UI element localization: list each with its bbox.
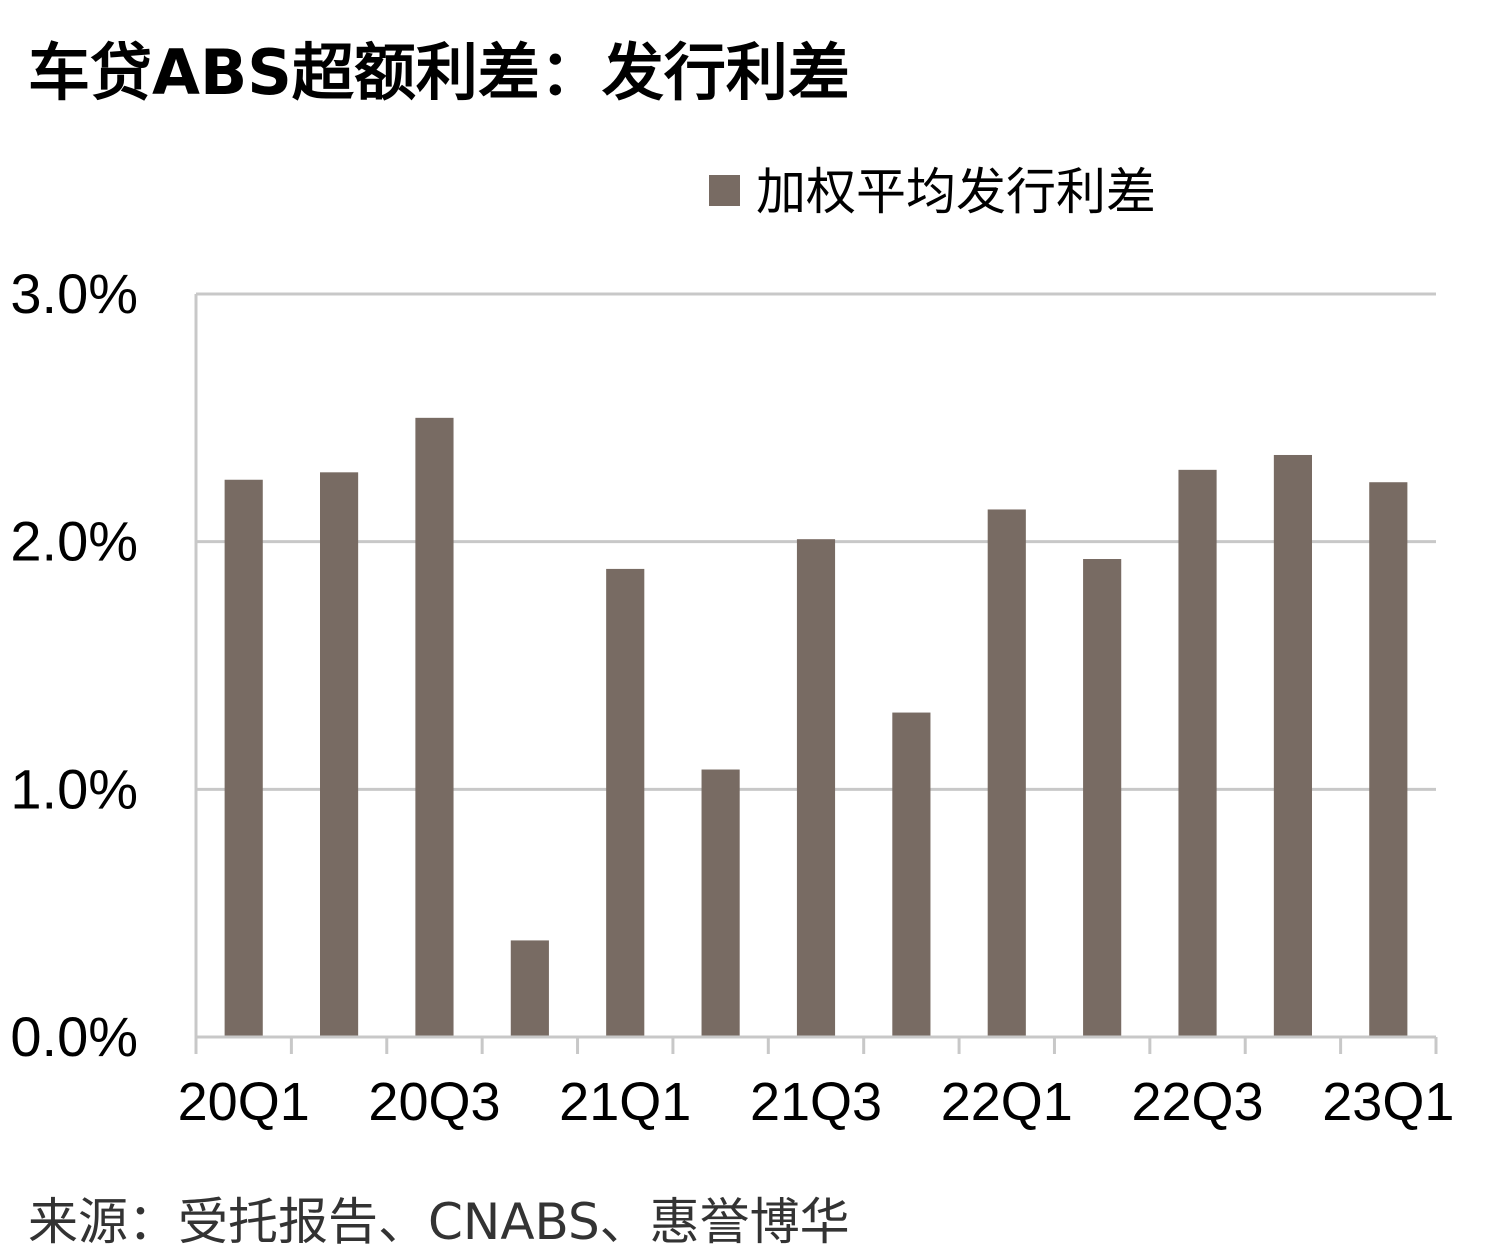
y-tick-label: 2.0% <box>10 510 138 573</box>
source-note: 来源：受托报告、CNABS、惠誉博华 <box>28 1193 850 1251</box>
x-tick-label: 20Q1 <box>178 1072 310 1132</box>
x-tick-label: 21Q1 <box>559 1072 691 1132</box>
bar <box>701 769 740 1037</box>
bar <box>606 568 645 1037</box>
x-tick-label: 20Q3 <box>368 1072 500 1132</box>
y-tick-label: 0.0% <box>10 1005 138 1068</box>
bar <box>987 509 1026 1038</box>
y-tick-label: 1.0% <box>10 757 138 820</box>
bar <box>1083 559 1122 1037</box>
x-axis: 20Q1 20Q3 21Q1 21Q3 22Q1 22Q3 23Q1 <box>178 1035 1454 1132</box>
bar <box>415 417 454 1037</box>
x-tick-label: 22Q3 <box>1131 1072 1263 1132</box>
x-tick-label: 23Q1 <box>1322 1072 1454 1132</box>
chart-title: 车贷ABS超额利差：发行利差 <box>28 36 850 109</box>
y-tick-label: 3.0% <box>10 262 138 325</box>
bar <box>1178 469 1217 1037</box>
legend: 加权平均发行利差 <box>709 164 1156 220</box>
bar <box>1369 482 1408 1037</box>
bar <box>892 712 931 1037</box>
bar <box>796 539 836 1037</box>
x-tick-label: 21Q3 <box>750 1072 882 1132</box>
bar <box>224 479 263 1037</box>
y-axis-ticks: 0.0% 1.0% 2.0% 3.0% <box>10 262 138 1068</box>
bars <box>224 417 1408 1038</box>
bar <box>510 940 549 1037</box>
bar <box>320 472 359 1037</box>
legend-swatch <box>709 175 740 206</box>
bar <box>1273 454 1312 1037</box>
legend-label: 加权平均发行利差 <box>756 164 1156 220</box>
x-tick-label: 22Q1 <box>941 1072 1073 1132</box>
